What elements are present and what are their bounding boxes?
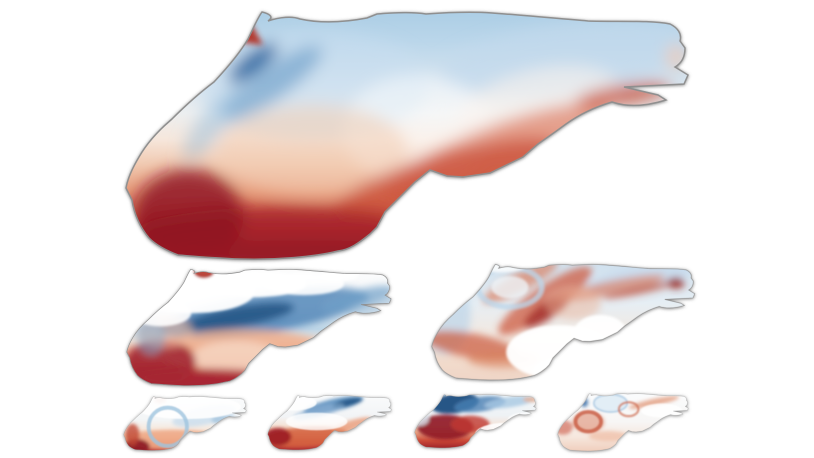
feature-red-ridge [498,266,592,335]
feature-blob [667,277,685,289]
feature-blob [450,415,490,433]
feature-white-mask [320,269,359,282]
feature-white-mask [285,412,348,431]
panel-small-b [267,395,392,451]
panel-small-a [123,396,247,451]
feature-blob [133,169,243,260]
feature-white-mask [474,264,526,273]
feature-blob [331,417,372,433]
feature-blue-dot [580,397,589,408]
feature-blob [137,317,166,356]
feature-white-mask [475,422,536,446]
feature-blob [439,18,688,96]
feature-blob [454,396,506,413]
feature-blue-arc [146,405,189,448]
feature-blob [218,105,408,195]
feature-blob [321,285,392,313]
feature-blob [491,275,529,299]
feature-blob [557,419,573,435]
feature-dark-red-tip [267,428,292,446]
feature-white-mask [533,355,632,380]
feature-white-mask [599,336,651,365]
feature-white-mask [572,314,629,357]
panel-mid-left [126,268,392,386]
feature-white-mask [268,395,317,411]
feature-dark-blue-streak [228,42,278,84]
feature-blob [545,286,602,320]
feature-blob [484,395,536,409]
panel-large [125,11,689,260]
feature-white-mask [133,396,241,419]
feature-red-ring [573,410,603,434]
feature-blob [603,281,677,299]
feature-blob [223,45,323,121]
feature-blob [125,423,140,446]
feature-blob [522,396,537,403]
feature-white-mask [640,403,683,418]
feature-blob [667,45,685,69]
feature-dark-blue-core [182,302,294,331]
feature-blob [153,239,453,260]
feature-red-ring [617,401,640,418]
feature-blob [588,430,629,442]
feature-blob [414,412,429,426]
feature-white-mask [508,412,537,426]
panel-small-a-crisp-features [133,396,241,448]
feature-white-mask [130,299,192,327]
feature-blob [132,368,283,386]
panel-small-d [557,393,689,452]
feature-blob [628,396,679,409]
feature-blob [183,86,243,160]
panel-small-c [414,394,537,449]
panel-mid-right [431,263,696,381]
